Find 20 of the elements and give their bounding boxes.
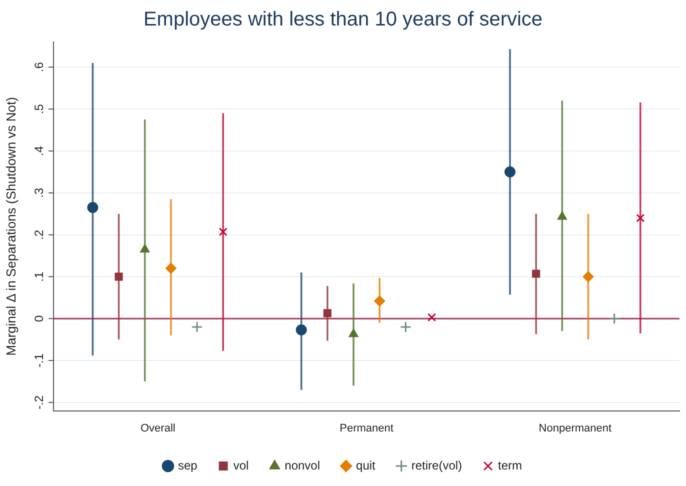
y-tick-label: .2: [32, 229, 46, 240]
chart-title: Employees with less than 10 years of service: [143, 8, 543, 31]
legend-label: vol: [233, 458, 249, 472]
y-tick-label: -.2: [32, 395, 46, 410]
legend-label: quit: [356, 458, 376, 472]
legend-label: term: [498, 458, 522, 472]
legend-label: retire(vol): [411, 458, 462, 472]
x-tick-label: Nonpermanent: [538, 422, 612, 434]
y-tick-label: .5: [32, 104, 46, 114]
y-tick-label: 0: [32, 314, 46, 322]
y-tick-label: .6: [32, 62, 46, 72]
y-tick-label: .3: [32, 188, 46, 198]
legend-label: nonvol: [284, 458, 320, 472]
legend-label: sep: [178, 458, 198, 472]
y-axis-title: Marginal Δ in Separations (Shutdown vs Not): [3, 97, 18, 356]
x-tick-label: Permanent: [340, 422, 394, 434]
y-tick-label: -.1: [32, 353, 46, 368]
y-tick-label: .4: [32, 146, 46, 156]
y-tick-label: .1: [32, 271, 46, 282]
x-tick-label: Overall: [140, 422, 176, 434]
